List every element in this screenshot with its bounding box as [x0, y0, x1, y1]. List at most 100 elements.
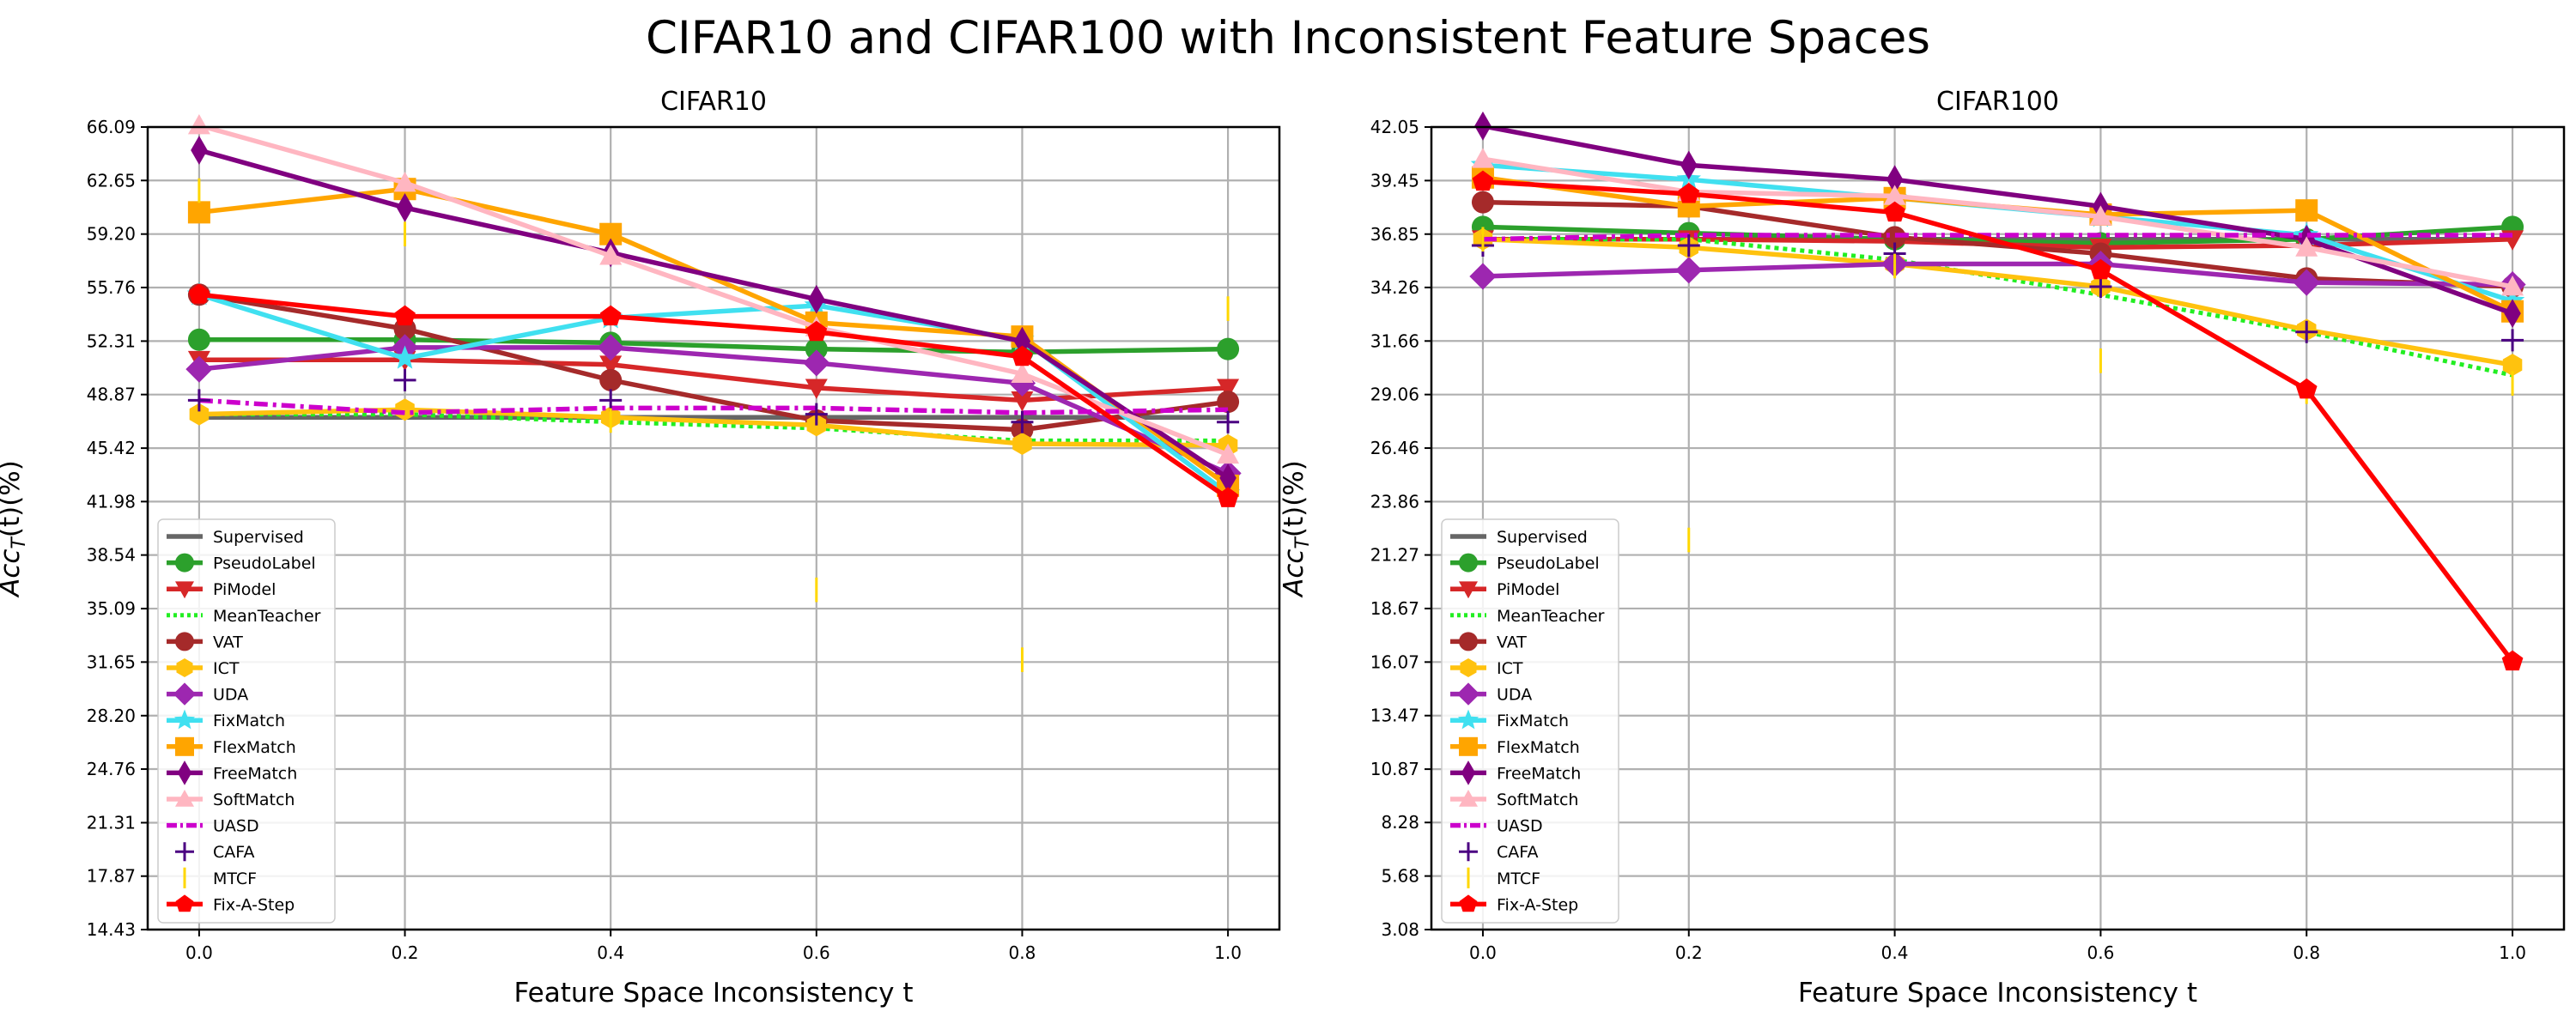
- data-point-cafa: [1677, 233, 1700, 257]
- legend-label: SoftMatch: [1497, 791, 1578, 809]
- legend-entry-uda: UDA: [1450, 682, 1532, 706]
- legend-entry-freematch: FreeMatch: [1450, 760, 1581, 785]
- legend-entry-cafa: CAFA: [175, 842, 254, 862]
- data-point-freematch: [191, 136, 208, 165]
- data-point-cafa: [599, 389, 623, 412]
- series-line-ict: [1482, 237, 2513, 367]
- data-point-softmatch: [187, 114, 210, 135]
- x-tick-label: 0.4: [597, 942, 624, 963]
- y-tick-label: 10.87: [1370, 759, 1419, 779]
- y-tick-label: 21.27: [1370, 545, 1419, 566]
- legend-entry-fix-a-step: Fix-A-Step: [1450, 894, 1578, 914]
- data-point-softmatch: [599, 245, 623, 265]
- series-line-uda: [1482, 261, 2513, 288]
- series-line-vat: [198, 292, 1229, 433]
- data-point-uda: [803, 349, 830, 377]
- y-tick-label: 18.67: [1370, 598, 1419, 619]
- legend-label: FreeMatch: [1497, 764, 1581, 783]
- legend-entry-pimodel: PiModel: [167, 580, 276, 599]
- legend-entry-ict: ICT: [1450, 658, 1523, 678]
- legend-label: FixMatch: [1497, 712, 1569, 730]
- y-tick-label: 36.85: [1370, 224, 1419, 245]
- data-point-ict: [189, 403, 210, 426]
- x-axis-label: Feature Space Inconsistency t: [514, 978, 914, 1009]
- y-tick-label: 23.86: [1370, 491, 1419, 512]
- legend-swatch-marker: [176, 658, 193, 677]
- data-point-freematch: [1219, 463, 1236, 493]
- series-line-pseudolabel: [198, 337, 1229, 355]
- legend-label: Supervised: [213, 528, 304, 547]
- x-tick-label: 0.2: [1675, 942, 1703, 963]
- x-axis-label: Feature Space Inconsistency t: [1798, 978, 2197, 1009]
- legend-entry-softmatch: SoftMatch: [167, 790, 295, 809]
- legend-swatch-marker: [175, 736, 194, 756]
- data-point-cafa: [2501, 329, 2524, 352]
- data-point-vat: [599, 368, 623, 391]
- data-point-fix-a-step: [2090, 258, 2111, 280]
- data-point-uda: [1469, 263, 1497, 290]
- x-tick-label: 0.6: [803, 942, 830, 963]
- data-point-freematch: [1013, 326, 1031, 356]
- data-point-cafa: [187, 389, 210, 412]
- data-point-fix-a-step: [805, 320, 828, 342]
- legend-box: [1441, 518, 1619, 924]
- data-point-uda: [597, 334, 624, 361]
- legend-swatch-marker: [1459, 842, 1478, 862]
- legend-label: VAT: [213, 633, 243, 651]
- legend-swatch-marker: [173, 709, 196, 730]
- legend-swatch-marker: [173, 682, 197, 706]
- legend-entry-supervised: Supervised: [1450, 528, 1588, 547]
- legend-swatch-marker: [1459, 632, 1478, 651]
- legend: Supervised PseudoLabel PiModel MeanTeacher V…: [1441, 518, 1619, 924]
- series-line-vat: [1482, 199, 2513, 289]
- data-point-fix-a-step: [2295, 378, 2318, 399]
- axes-frame: [1430, 125, 2566, 931]
- legend-entry-flexmatch: FlexMatch: [167, 736, 296, 757]
- legend-entry-supervised: Supervised: [167, 528, 304, 547]
- y-tick-label: 31.65: [87, 651, 136, 672]
- chart-panel-cifar100: 0.0 0.2 0.4 0.6 0.8 1.0 3.08 5.68 8.28 10.87 13.47…: [1279, 87, 2566, 1009]
- data-point-softmatch: [1217, 443, 1240, 464]
- legend-label: PiModel: [1497, 580, 1559, 599]
- legend-label: FixMatch: [213, 712, 285, 730]
- legend-label: Fix-A-Step: [1497, 895, 1578, 914]
- x-tick-label: 1.0: [1214, 942, 1242, 963]
- y-tick-label: 5.68: [1381, 866, 1419, 887]
- y-tick-label: 48.87: [87, 385, 136, 405]
- legend-box: [157, 518, 336, 924]
- legend-label: SoftMatch: [213, 791, 295, 809]
- x-tick-label: 1.0: [2499, 942, 2526, 963]
- y-tick-label: 34.26: [1370, 277, 1419, 298]
- legend-label: UDA: [213, 686, 248, 705]
- x-tick-label: 0.4: [1881, 942, 1909, 963]
- y-tick-label: 35.09: [87, 598, 136, 619]
- series-fix-a-step: [188, 283, 1239, 507]
- y-tick-label: 38.54: [87, 545, 136, 566]
- legend-label: UASD: [1497, 817, 1543, 836]
- y-tick-label: 28.20: [87, 706, 136, 726]
- legend-entry-pseudolabel: PseudoLabel: [1450, 553, 1600, 573]
- legend-label: MTCF: [1497, 869, 1540, 888]
- data-point-fix-a-step: [2501, 650, 2524, 671]
- subplot-title: CIFAR100: [1936, 87, 2059, 117]
- data-point-ict: [1012, 433, 1032, 456]
- legend-label: UASD: [213, 817, 259, 836]
- data-point-uda: [1675, 257, 1703, 284]
- legend-swatch-marker: [1459, 790, 1478, 807]
- legend-label: CAFA: [213, 843, 254, 862]
- data-point-pimodel: [1217, 379, 1240, 399]
- y-tick-label: 26.46: [1370, 438, 1419, 458]
- legend-label: VAT: [1497, 633, 1527, 651]
- data-point-fix-a-step: [1884, 201, 1905, 222]
- legend-swatch-marker: [1460, 658, 1477, 677]
- legend-swatch-marker: [1459, 581, 1478, 599]
- data-point-flexmatch: [2295, 199, 2318, 222]
- y-tick-label: 55.76: [87, 277, 136, 298]
- series-softmatch: [1471, 148, 2524, 296]
- data-point-cafa: [2089, 275, 2112, 298]
- legend-swatch-marker: [175, 632, 194, 651]
- legend-swatch-marker: [1459, 894, 1478, 912]
- data-point-ict: [395, 398, 415, 421]
- y-tick-label: 62.65: [87, 170, 136, 191]
